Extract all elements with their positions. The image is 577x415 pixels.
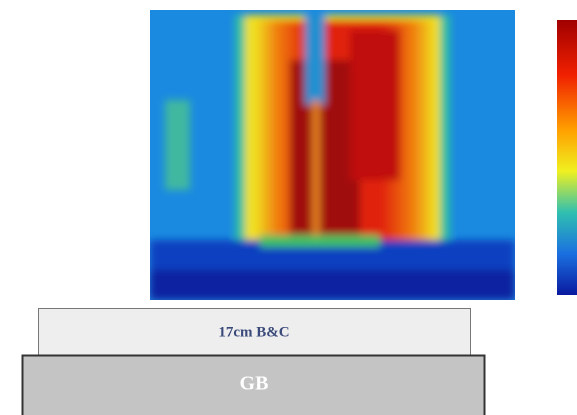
- heatmap: [150, 10, 515, 300]
- top-box-label: 17cm B&C: [218, 324, 289, 340]
- colorbar: [557, 20, 577, 295]
- bottom-box-label: GB: [240, 373, 269, 395]
- page: 17cm B&C GB (() => { const data = JSON.p…: [0, 0, 577, 415]
- diagram: 17cm B&C GB: [0, 0, 577, 415]
